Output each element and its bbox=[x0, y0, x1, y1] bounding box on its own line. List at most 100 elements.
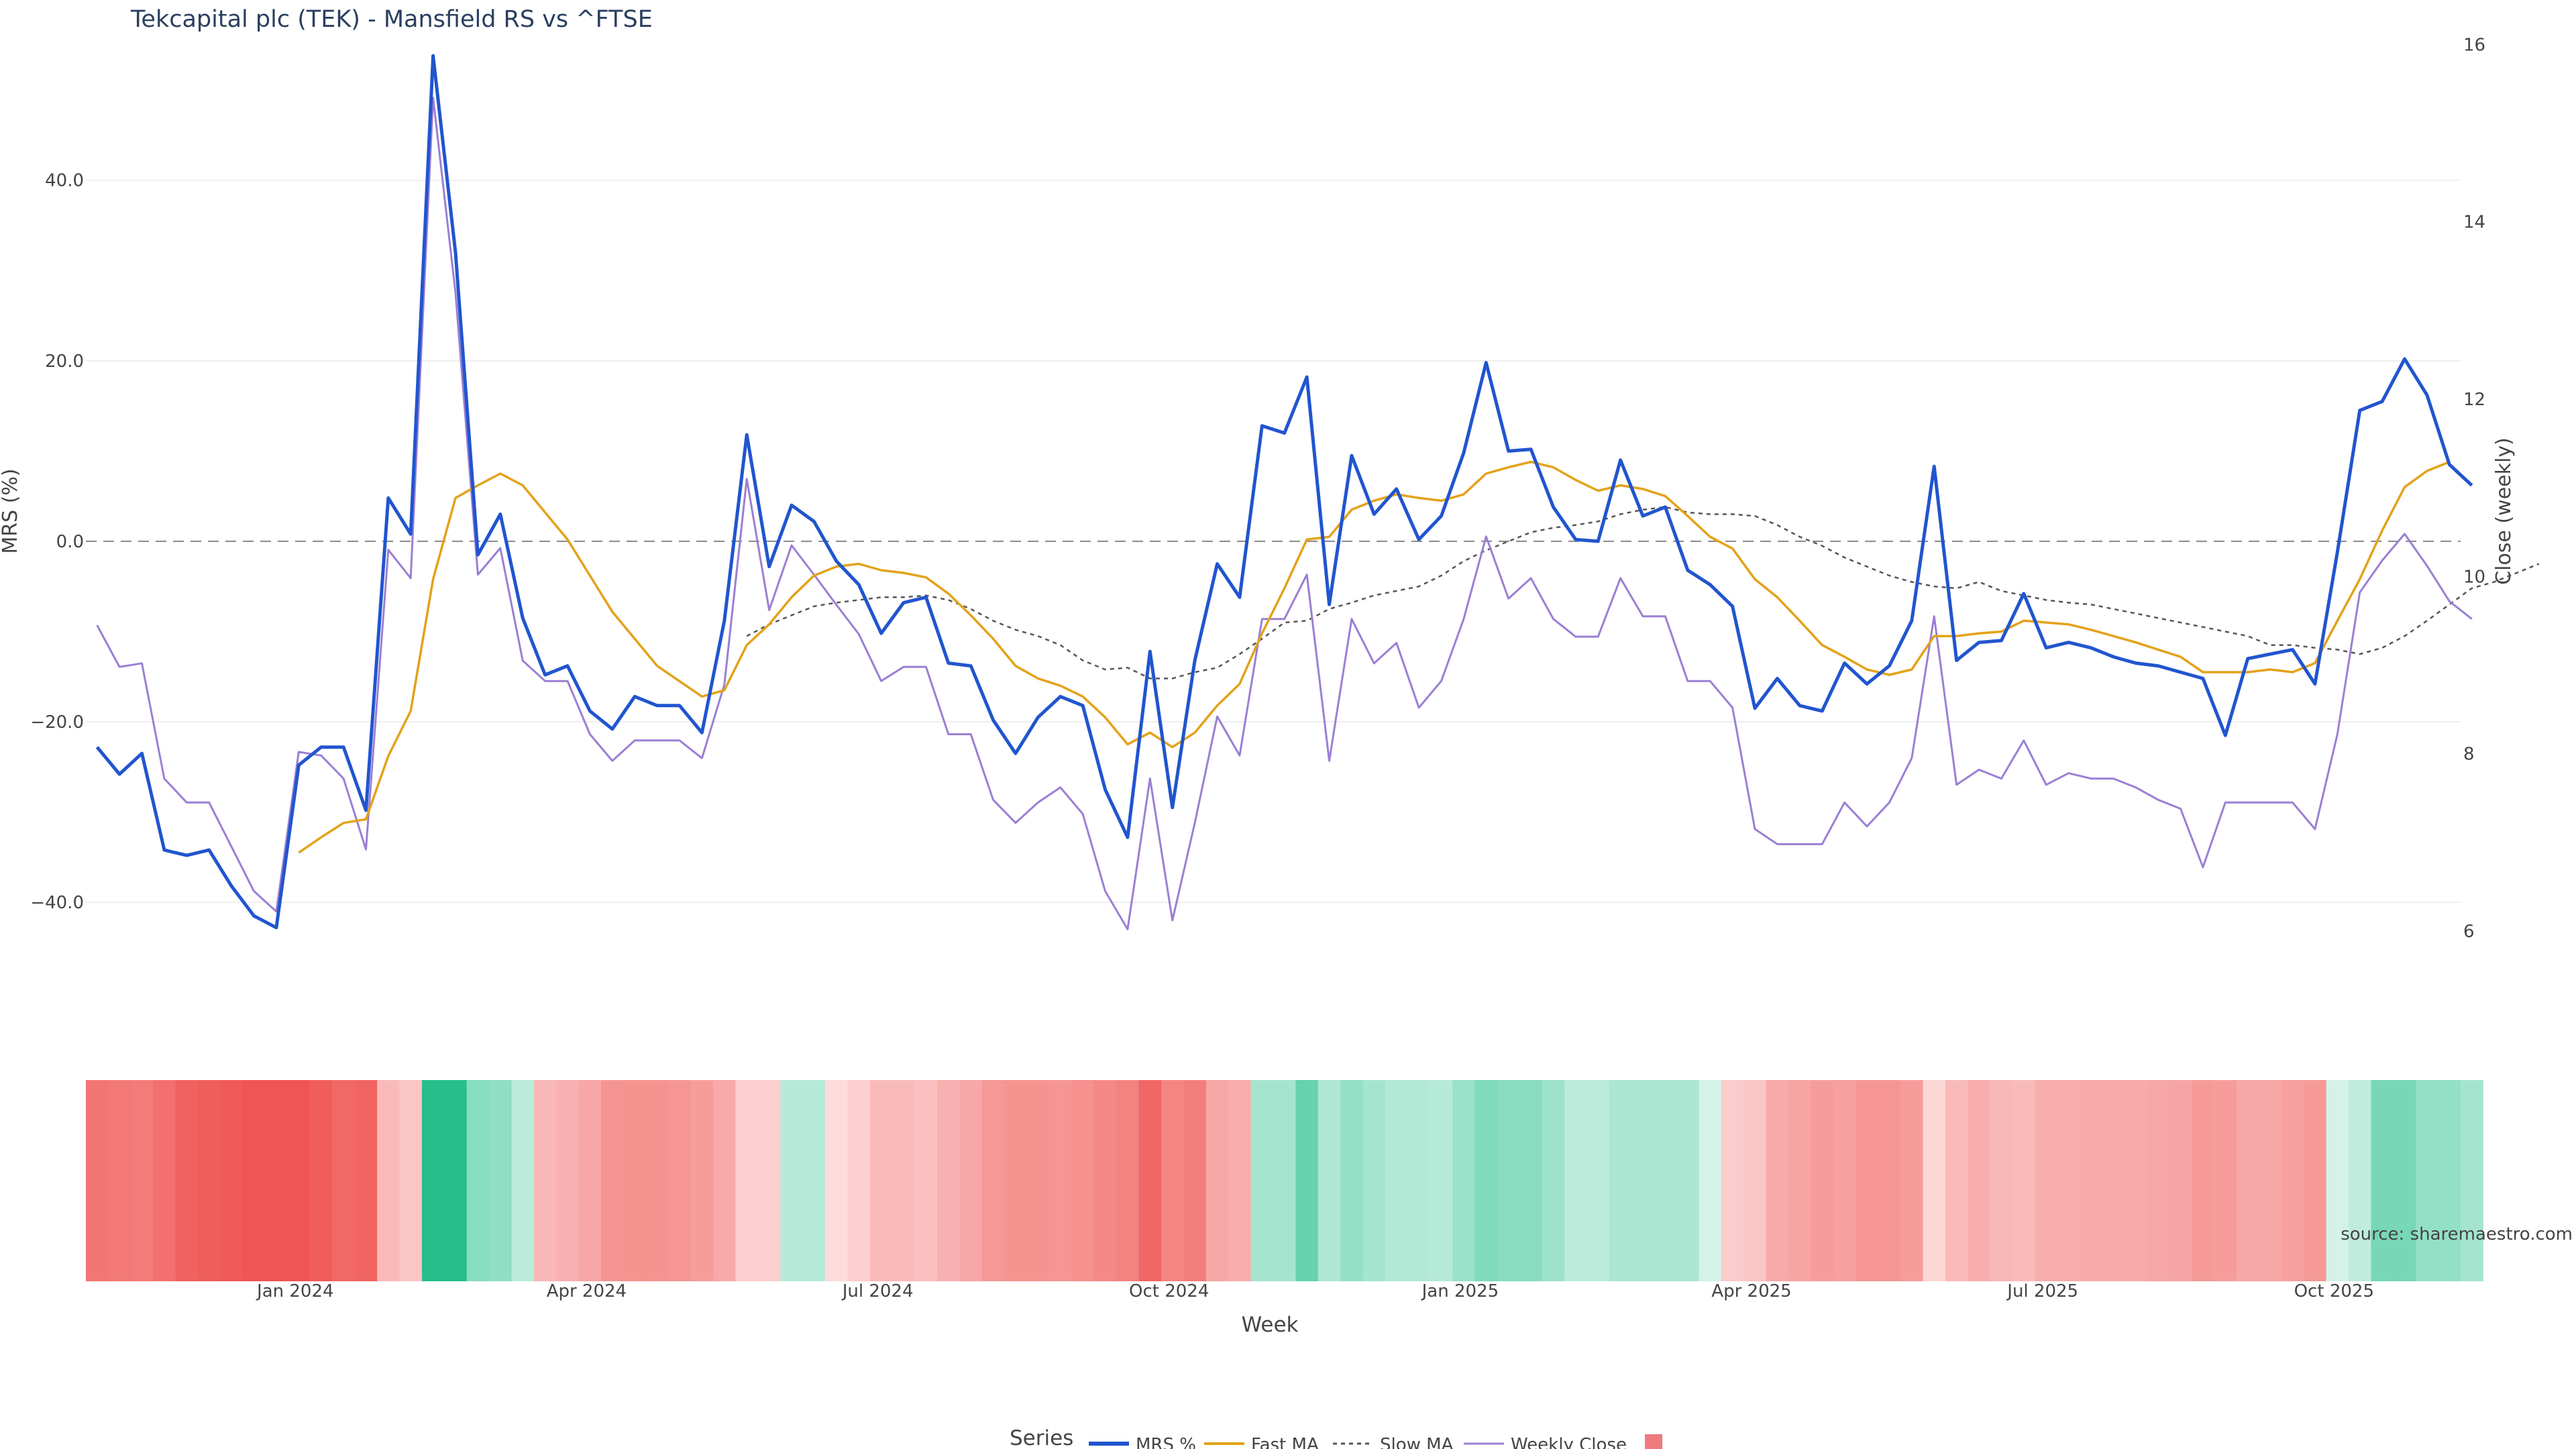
heat-cell bbox=[1340, 1080, 1364, 1281]
x-tick-label: Oct 2024 bbox=[1129, 1281, 1209, 1301]
heat-cell bbox=[421, 1080, 445, 1281]
heat-cell bbox=[1183, 1080, 1207, 1281]
left-tick-label: −20.0 bbox=[30, 712, 84, 733]
x-tick-label: Jan 2024 bbox=[256, 1281, 334, 1301]
heat-cell bbox=[735, 1080, 759, 1281]
heat-cell bbox=[1273, 1080, 1296, 1281]
heat-cell bbox=[1250, 1080, 1274, 1281]
left-tick-label: −40.0 bbox=[30, 893, 84, 913]
heat-cell bbox=[2393, 1080, 2416, 1281]
heat-cell bbox=[1116, 1080, 1140, 1281]
heat-cell bbox=[556, 1080, 580, 1281]
heat-cell bbox=[2304, 1080, 2327, 1281]
gridlines bbox=[86, 179, 2461, 904]
legend-slow-ma-label: Slow MA bbox=[1380, 1435, 1454, 1449]
legend-item-slow-ma[interactable]: Slow MA bbox=[1333, 1435, 1454, 1449]
heat-cell bbox=[175, 1080, 199, 1281]
heat-cell bbox=[2326, 1080, 2349, 1281]
right-tick-label: 8 bbox=[2463, 745, 2475, 765]
heat-cell bbox=[1878, 1080, 1901, 1281]
legend-item-mrs[interactable]: MRS % bbox=[1089, 1435, 1196, 1449]
legend: Series MRS % Fast MA Slow MA Weekly Clos… bbox=[1010, 1426, 1662, 1449]
heat-cell bbox=[668, 1080, 692, 1281]
heat-cell bbox=[1990, 1080, 2013, 1281]
heat-cell bbox=[2102, 1080, 2125, 1281]
heat-cell bbox=[1542, 1080, 1565, 1281]
legend-item-weekly-close[interactable]: Weekly Close bbox=[1464, 1435, 1627, 1449]
heat-cell bbox=[1093, 1080, 1117, 1281]
heat-cell bbox=[825, 1080, 849, 1281]
legend-item-fast-ma[interactable]: Fast MA bbox=[1204, 1435, 1319, 1449]
heat-cell bbox=[1385, 1080, 1408, 1281]
heat-cell bbox=[444, 1080, 468, 1281]
heat-cell bbox=[869, 1080, 893, 1281]
slow-ma-line bbox=[746, 506, 2540, 680]
heat-cell bbox=[242, 1080, 266, 1281]
heat-cell bbox=[1161, 1080, 1185, 1281]
right-tick-label: 16 bbox=[2463, 35, 2485, 55]
heat-cell bbox=[377, 1080, 400, 1281]
heat-cell bbox=[2461, 1080, 2483, 1281]
heat-cell bbox=[332, 1080, 356, 1281]
heat-cell bbox=[959, 1080, 983, 1281]
heat-cell bbox=[2281, 1080, 2304, 1281]
heat-cell bbox=[533, 1080, 557, 1281]
mrs-line bbox=[95, 54, 2473, 930]
heat-cell bbox=[757, 1080, 781, 1281]
heat-cell bbox=[2259, 1080, 2282, 1281]
heat-cell bbox=[1945, 1080, 1968, 1281]
heat-cell bbox=[2147, 1080, 2170, 1281]
heat-cell bbox=[1631, 1080, 1655, 1281]
heat-cell bbox=[1362, 1080, 1386, 1281]
y-axis-label-right: Close (weekly) bbox=[2492, 437, 2516, 585]
heat-cell bbox=[1004, 1080, 1028, 1281]
heat-cell bbox=[1788, 1080, 1812, 1281]
heat-cell bbox=[287, 1080, 311, 1281]
heat-cell bbox=[2371, 1080, 2394, 1281]
heat-cell bbox=[1699, 1080, 1722, 1281]
heat-cell bbox=[1228, 1080, 1252, 1281]
heat-cell bbox=[309, 1080, 333, 1281]
heat-cell bbox=[399, 1080, 423, 1281]
heat-cell bbox=[802, 1080, 826, 1281]
legend-item-heat[interactable] bbox=[1645, 1434, 1662, 1449]
heat-cell bbox=[1609, 1080, 1632, 1281]
heat-cell bbox=[220, 1080, 244, 1281]
heat-cell bbox=[86, 1080, 109, 1281]
legend-title: Series bbox=[1010, 1426, 1073, 1449]
fast-ma-line bbox=[298, 460, 2450, 854]
heat-cell bbox=[130, 1080, 154, 1281]
right-tick-label: 6 bbox=[2463, 922, 2475, 942]
heat-cell bbox=[2214, 1080, 2237, 1281]
heat-cell bbox=[108, 1080, 131, 1281]
heat-cell bbox=[2416, 1080, 2439, 1281]
heat-cell bbox=[1811, 1080, 1834, 1281]
heat-cell bbox=[1968, 1080, 1991, 1281]
right-tick-label: 14 bbox=[2463, 213, 2485, 233]
series-layer bbox=[95, 54, 2540, 930]
heat-cell bbox=[1452, 1080, 1476, 1281]
weekly-close-line bbox=[96, 97, 2473, 930]
x-axis-ticks: Jan 2024 Apr 2024 Jul 2024 Oct 2024 Jan 2025… bbox=[256, 1281, 2374, 1301]
x-tick-label: Oct 2025 bbox=[2294, 1281, 2374, 1301]
heat-cell bbox=[197, 1080, 221, 1281]
right-tick-label: 12 bbox=[2463, 390, 2485, 410]
heat-cell bbox=[1900, 1080, 1924, 1281]
heat-cell bbox=[847, 1080, 871, 1281]
x-tick-label: Jul 2025 bbox=[2006, 1281, 2078, 1301]
heat-cell bbox=[153, 1080, 176, 1281]
x-tick-label: Apr 2024 bbox=[547, 1281, 627, 1301]
heat-cell bbox=[1721, 1080, 1744, 1281]
left-axis-ticks: 40.0 20.0 0.0 −20.0 −40.0 bbox=[30, 171, 84, 913]
heat-cell bbox=[623, 1080, 647, 1281]
heat-cell bbox=[1295, 1080, 1319, 1281]
left-tick-label: 20.0 bbox=[45, 352, 84, 372]
heat-cell bbox=[2349, 1080, 2372, 1281]
heat-cell bbox=[601, 1080, 625, 1281]
heat-cell bbox=[489, 1080, 513, 1281]
heat-cell bbox=[937, 1080, 961, 1281]
heat-cell bbox=[2057, 1080, 2080, 1281]
heat-cell bbox=[466, 1080, 490, 1281]
right-tick-label: 10 bbox=[2463, 567, 2485, 587]
